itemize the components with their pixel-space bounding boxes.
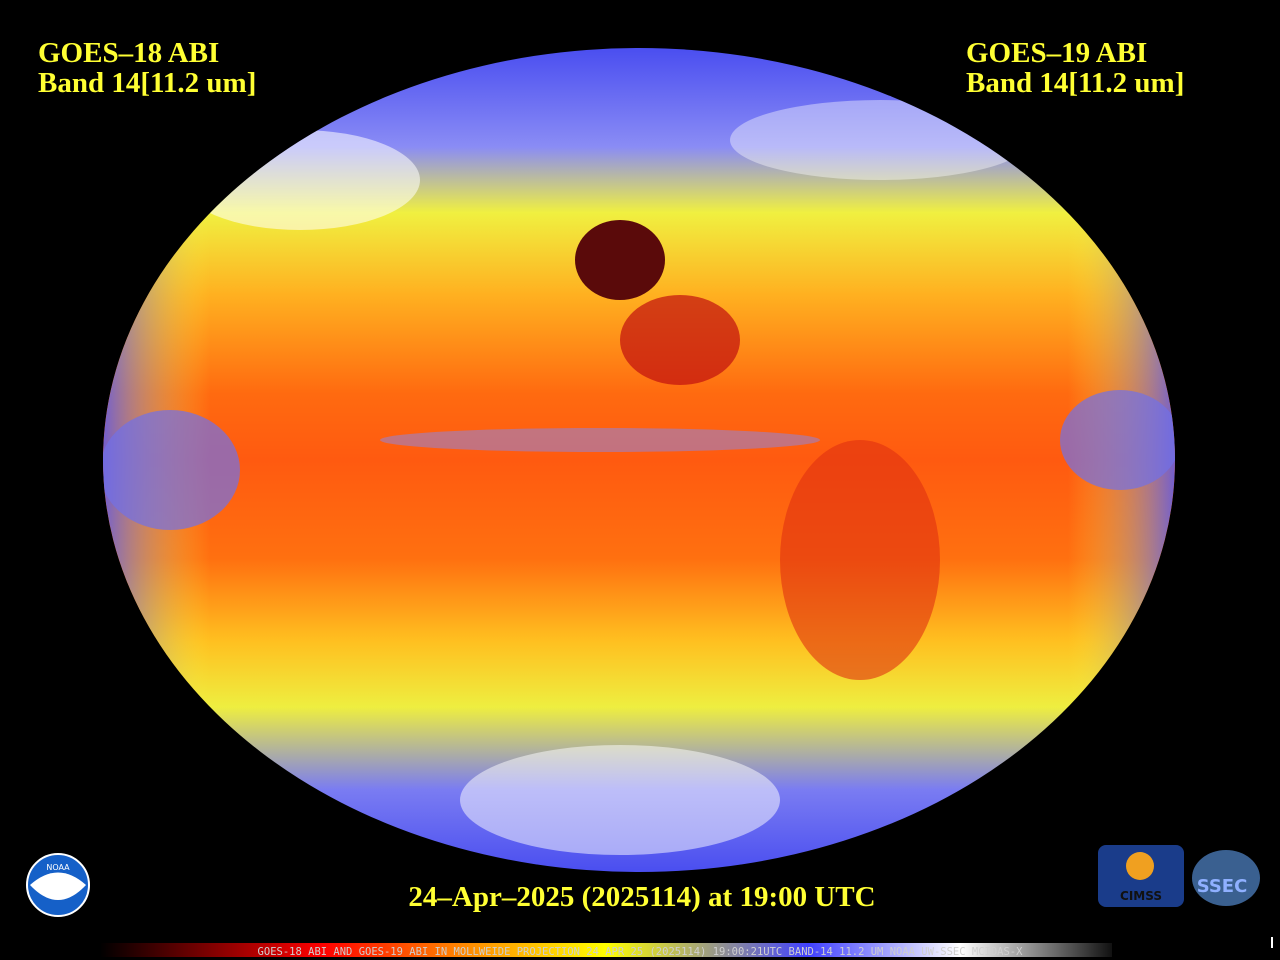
ssec-label: SSEC — [1197, 876, 1248, 897]
noaa-logo-shape — [30, 872, 86, 900]
cimss-label: CIMSS — [1120, 889, 1162, 903]
right-band: Band 14[11.2 um] — [966, 67, 1184, 99]
cloud-features — [103, 48, 1175, 872]
left-band: Band 14[11.2 um] — [38, 67, 256, 99]
color-bar — [100, 943, 1112, 957]
land-heat — [620, 295, 740, 385]
desert-heat — [575, 220, 665, 300]
cloud — [1060, 390, 1175, 490]
ssec-logo — [1192, 850, 1260, 906]
timestamp: 24–Apr–2025 (2025114) at 19:00 UTC — [408, 881, 875, 913]
noaa-label: NOAA — [46, 863, 70, 872]
cloud — [103, 410, 240, 530]
footer-caption: GOES-18 ABI AND GOES-19 ABI IN MOLLWEIDE… — [258, 946, 1024, 958]
cloud — [730, 100, 1030, 180]
limb — [103, 48, 1175, 872]
right-satellite: GOES–19 ABI — [966, 37, 1147, 69]
cloud — [460, 745, 780, 855]
south-america — [780, 440, 940, 680]
cimss-sun — [1126, 852, 1154, 880]
marker — [1271, 937, 1273, 948]
itcz — [380, 428, 820, 452]
left-satellite: GOES–18 ABI — [38, 37, 219, 69]
cloud — [180, 130, 420, 230]
